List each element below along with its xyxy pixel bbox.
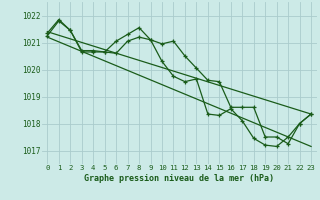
X-axis label: Graphe pression niveau de la mer (hPa): Graphe pression niveau de la mer (hPa) — [84, 174, 274, 183]
